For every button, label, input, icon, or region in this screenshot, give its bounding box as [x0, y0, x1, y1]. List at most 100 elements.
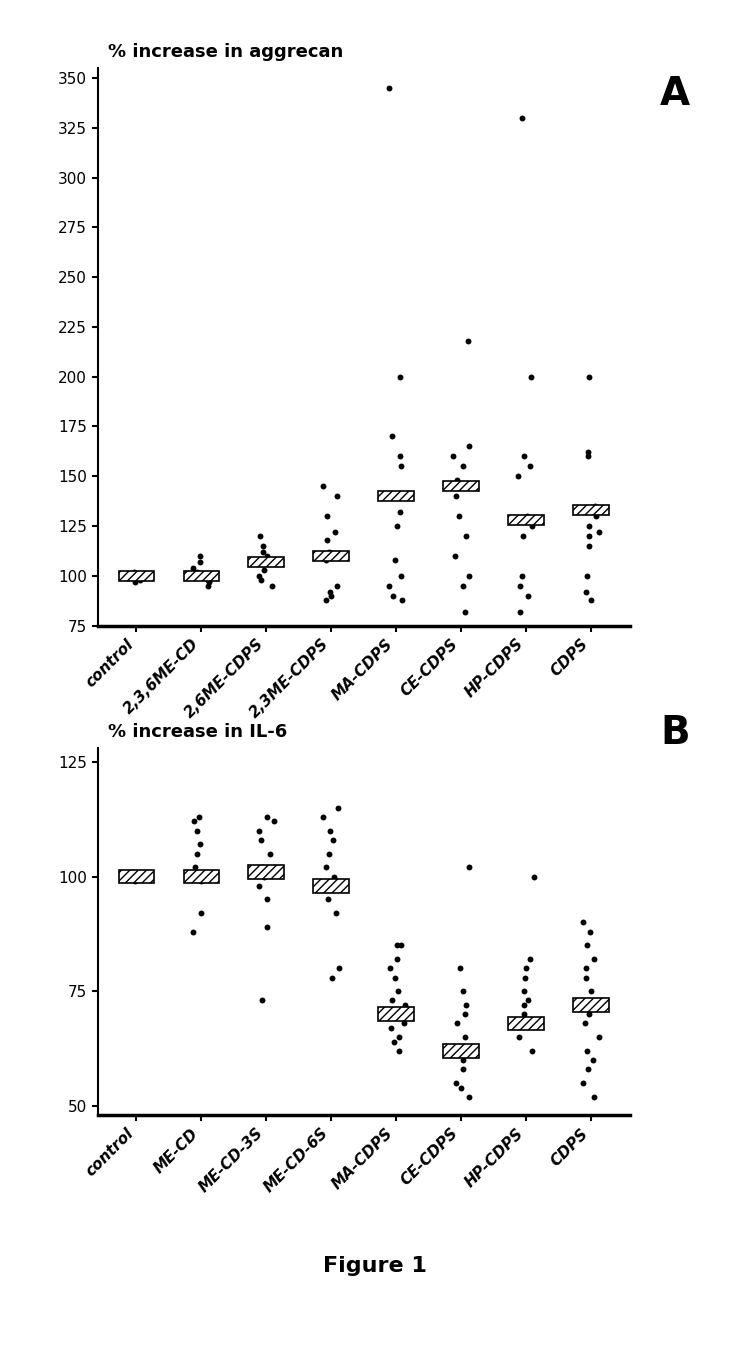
Point: [524, 1012, 536, 1034]
Point: [129, 866, 141, 888]
Point: [131, 567, 143, 589]
Point: [384, 957, 396, 979]
Point: [383, 575, 395, 597]
Point: [317, 806, 329, 828]
Point: [584, 515, 596, 537]
Point: [454, 1077, 466, 1099]
Point: [193, 806, 205, 828]
Point: [526, 515, 538, 537]
Point: [317, 476, 329, 498]
Point: [584, 921, 596, 942]
Point: [195, 564, 207, 586]
Point: [195, 870, 207, 892]
Point: [202, 575, 214, 597]
Point: [588, 1085, 600, 1107]
Point: [580, 957, 592, 979]
Point: [261, 888, 273, 910]
Point: [448, 1035, 460, 1057]
Point: [322, 541, 334, 563]
Point: [463, 857, 475, 879]
Point: [447, 446, 459, 468]
Point: [393, 1027, 405, 1049]
Point: [255, 828, 267, 851]
Point: [522, 585, 534, 607]
Bar: [248, 865, 284, 879]
Point: [450, 1072, 462, 1093]
Point: [256, 990, 268, 1012]
Point: [257, 541, 269, 563]
Point: [590, 505, 602, 526]
Point: [382, 78, 394, 99]
Point: [128, 866, 140, 888]
Bar: [314, 879, 350, 892]
Point: [325, 585, 337, 607]
Bar: [314, 551, 350, 560]
Point: [398, 994, 410, 1016]
Point: [581, 564, 593, 586]
Point: [394, 502, 406, 524]
Point: [392, 981, 404, 1002]
Point: [458, 1040, 470, 1062]
Point: [189, 857, 201, 879]
Point: [331, 486, 343, 507]
Point: [253, 874, 265, 896]
Point: [388, 1031, 400, 1053]
Point: [584, 534, 596, 556]
Point: [514, 575, 526, 597]
Point: [459, 1027, 471, 1049]
Point: [524, 948, 536, 970]
Point: [122, 567, 134, 589]
Point: [587, 948, 599, 970]
Point: [388, 1004, 400, 1025]
Point: [460, 994, 472, 1016]
Point: [451, 469, 463, 491]
Point: [579, 1012, 591, 1034]
Point: [386, 990, 398, 1012]
Point: [322, 529, 334, 551]
Text: % increase in aggrecan: % increase in aggrecan: [108, 44, 344, 61]
Point: [262, 806, 274, 828]
Point: [124, 564, 136, 586]
Point: [526, 1040, 538, 1062]
Bar: [573, 998, 609, 1012]
Point: [191, 560, 203, 582]
Point: [583, 1058, 595, 1080]
Point: [512, 465, 524, 487]
Point: [191, 820, 203, 842]
Point: [525, 366, 537, 388]
Point: [256, 857, 268, 879]
Point: [320, 505, 332, 526]
Point: [462, 330, 474, 352]
Point: [128, 560, 140, 582]
Point: [518, 1004, 530, 1025]
Point: [328, 521, 340, 543]
Point: [202, 568, 214, 590]
Point: [454, 957, 466, 979]
Point: [194, 551, 206, 573]
Point: [129, 564, 141, 586]
Point: [389, 549, 401, 571]
Point: [261, 917, 273, 938]
Point: [263, 843, 275, 865]
Point: [459, 601, 471, 623]
Point: [393, 1040, 405, 1062]
Point: [396, 486, 408, 507]
Point: [129, 571, 141, 593]
Point: [326, 967, 338, 989]
Point: [450, 486, 462, 507]
Point: [391, 515, 403, 537]
Point: [398, 1012, 410, 1034]
Bar: [509, 1016, 544, 1031]
Point: [522, 990, 534, 1012]
Point: [194, 545, 206, 567]
Point: [261, 545, 273, 567]
Point: [332, 575, 344, 597]
Point: [320, 857, 332, 879]
Point: [134, 568, 146, 590]
Point: [587, 1050, 599, 1072]
Point: [255, 568, 267, 590]
Point: [458, 456, 470, 477]
Bar: [118, 571, 154, 581]
Point: [256, 554, 268, 575]
Point: [449, 545, 461, 567]
